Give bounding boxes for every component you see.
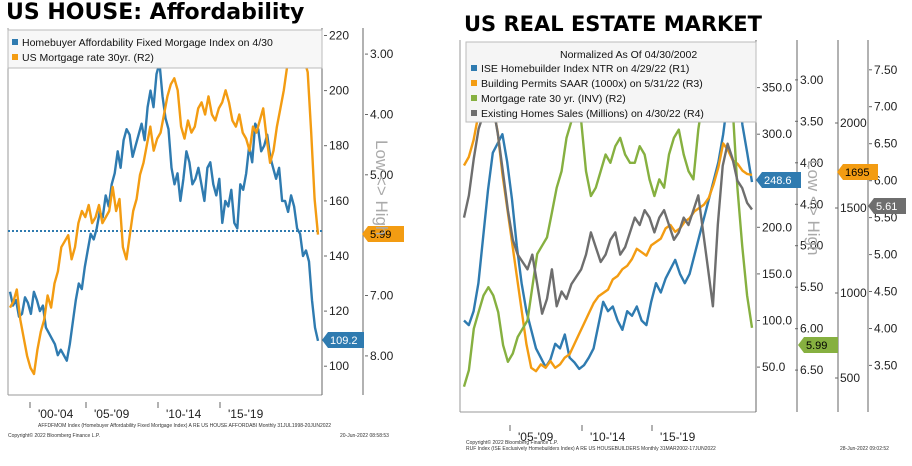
- r4-axis-tick-1: 7.00: [874, 100, 898, 114]
- legend-swatch-rate: [471, 95, 477, 101]
- right-tag-homebuilder-text: 248.6: [764, 175, 792, 187]
- right-footer: RUF Index (ISE Exclusively Homebuilders …: [466, 446, 716, 452]
- left-legend: Homebuyer Affordability Fixed Morgage In…: [7, 29, 323, 69]
- r4-axis-tick-6: 4.50: [874, 285, 898, 299]
- legend-label-affordability: Homebuyer Affordability Fixed Morgage In…: [22, 37, 273, 49]
- legend-swatch-permits: [471, 80, 477, 86]
- r2-axis-tick-3: 4.50: [800, 197, 824, 211]
- left-timestamp: 20-Jun-2022 08:58:53: [340, 433, 389, 439]
- left-x-tick-1: '05-'09: [94, 407, 130, 421]
- right-copyright: Copyright© 2022 Bloomberg Finance L.P.: [466, 439, 558, 446]
- r4-axis-tick-0: 7.50: [874, 63, 898, 77]
- left-footer: AFFDFMOM Index (Homebuyer Affordability …: [38, 423, 331, 429]
- r1-axis-tick-4: 150.0: [762, 267, 792, 281]
- r2-axis-tick-1: 3.50: [800, 114, 824, 128]
- r2-axis-tick-6: 6.00: [800, 322, 824, 336]
- right-chart-title: US REAL ESTATE MARKET: [464, 12, 762, 36]
- left-x-tick-3: '15-'19: [228, 407, 264, 421]
- right-tag-permits: 1695: [837, 164, 878, 180]
- right-tag-rate: 5.99: [798, 337, 838, 353]
- left-axis-tick-1: 200: [329, 84, 349, 98]
- left-series-mortgage: [8, 52, 320, 376]
- right-tag-sales-text: 5.61: [876, 201, 897, 213]
- legend-label-homebuilder: ISE Homebuilder Index NTR on 4/29/22 (R1…: [481, 63, 689, 75]
- left-axis-tick-6: 100: [329, 359, 349, 373]
- r1-axis-tick-1: 300.0: [762, 127, 792, 141]
- left-rotated-label: Low <> High: [372, 140, 391, 235]
- r4-axis-tick-2: 6.50: [874, 137, 898, 151]
- left-plot-frame: [7, 28, 364, 396]
- left-axis-tick-5: 120: [329, 304, 349, 318]
- left-x-tick-2: '10-'14: [166, 407, 202, 421]
- right-legend-subtitle: Normalized As Of 04/30/2002: [560, 49, 697, 61]
- right-series-permits: [462, 87, 753, 373]
- right-x-tick-1: '10-'14: [590, 430, 626, 444]
- right2-axis-tick-2: 5.00: [370, 168, 394, 182]
- left-tag-affordability-text: 109.2: [330, 335, 358, 347]
- right2-axis-tick-0: 3.00: [370, 47, 394, 61]
- r1-axis-tick-3: 200.0: [762, 220, 792, 234]
- right-series-sales: [462, 90, 753, 315]
- r1-axis-tick-0: 350.0: [762, 81, 792, 95]
- r1-axis-tick-5: 100.0: [762, 314, 792, 328]
- r4-axis-tick-7: 4.00: [874, 322, 898, 336]
- left-chart-title: US HOUSE: Affordability: [6, 0, 305, 25]
- r3-axis-tick-2: 1000: [840, 286, 867, 300]
- right-series-homebuilder: [463, 77, 754, 371]
- left-tag-affordability: 109.2: [322, 332, 364, 348]
- left-series-affordability: [8, 61, 320, 362]
- legend-swatch-affordability: [12, 39, 18, 45]
- r4-axis-tick-8: 3.50: [874, 358, 898, 372]
- right-tag-sales: 5.61: [868, 198, 906, 214]
- left-axis-tick-2: 180: [329, 139, 349, 153]
- right-rotated-label: Low <> High: [804, 160, 823, 255]
- left-tag-mortgage: 5.99: [362, 226, 404, 242]
- r4-axis-tick-4: 5.50: [874, 211, 898, 225]
- right-x-tick-2: '15-'19: [660, 430, 696, 444]
- r2-axis-tick-4: 5.00: [800, 239, 824, 253]
- legend-label-rate: Mortgage rate 30 yr. (INV) (R2): [481, 93, 626, 105]
- right-tag-homebuilder: 248.6: [756, 172, 801, 188]
- right2-axis-tick-1: 4.00: [370, 108, 394, 122]
- right-timestamp: 28-Jun-2022 09:02:52: [840, 446, 889, 452]
- r3-axis-tick-3: 500: [840, 371, 860, 385]
- right-legend: Normalized As Of 04/30/2002 ISE Homebuil…: [465, 41, 757, 123]
- right-x-tick-0: '05-'09: [518, 430, 554, 444]
- left-axis-tick-0: 220: [329, 29, 349, 43]
- r2-axis-tick-2: 4.00: [800, 156, 824, 170]
- legend-swatch-sales: [471, 110, 477, 116]
- legend-label-permits: Building Permits SAAR (1000x) on 5/31/22…: [481, 78, 703, 90]
- r3-axis-tick-0: 2000: [840, 116, 867, 130]
- r2-axis-tick-5: 5.50: [800, 280, 824, 294]
- right2-axis-tick-5: 8.00: [370, 349, 394, 363]
- left-tag-mortgage-text: 5.99: [370, 229, 391, 241]
- legend-swatch-mortgage: [12, 54, 18, 60]
- left-axis-tick-4: 140: [329, 249, 349, 263]
- r4-axis-tick-5: 5.00: [874, 248, 898, 262]
- left-axis-tick-3: 160: [329, 194, 349, 208]
- right-tag-rate-text: 5.99: [806, 340, 827, 352]
- left-copyright: Copyright© 2022 Bloomberg Finance L.P.: [8, 432, 100, 439]
- r4-axis-tick-3: 6.00: [874, 174, 898, 188]
- left-x-tick-0: '00-'04: [38, 407, 74, 421]
- legend-swatch-homebuilder: [471, 65, 477, 71]
- r2-axis-tick-7: 6.50: [800, 363, 824, 377]
- r1-axis-tick-6: 50.0: [762, 360, 786, 374]
- right-tag-permits-text: 1695: [845, 167, 869, 179]
- right2-axis-tick-4: 7.00: [370, 289, 394, 303]
- r2-axis-tick-0: 3.00: [800, 73, 824, 87]
- legend-label-sales: Existing Homes Sales (Millions) on 4/30/…: [481, 108, 704, 120]
- legend-label-mortgage: US Mortgage rate 30yr. (R2): [22, 52, 154, 64]
- r3-axis-tick-1: 1500: [840, 201, 867, 215]
